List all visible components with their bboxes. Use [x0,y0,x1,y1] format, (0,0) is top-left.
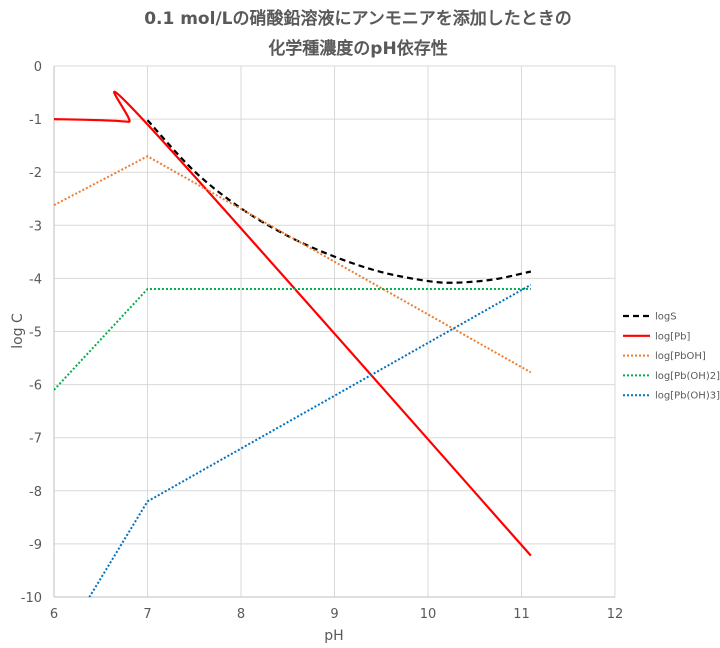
x-tick-label: 8 [237,607,245,622]
legend-label-log-pb-oh-2: log[Pb(OH)2] [655,371,720,382]
x-tick-label: 7 [143,607,151,622]
plot-area [54,90,532,597]
x-tick-label: 10 [420,607,437,622]
series-line-log-pb-oh-2 [54,288,531,391]
y-tick-label: -2 [29,166,42,181]
series-line-log-pboh [54,155,532,374]
x-axis-ticks: 6 7 8 9 10 11 12 [50,607,623,622]
y-tick-label: -1 [29,113,42,128]
legend: logS log[Pb] log[PbOH] log[Pb(OH)2] log[Pb(O… [623,312,720,402]
y-tick-label: -6 [29,379,42,394]
y-tick-label: -10 [21,591,42,606]
chart-title-line-2: 化学種濃度のpH依存性 [268,38,447,59]
series-line-logs [146,119,532,284]
y-tick-label: -7 [29,432,42,447]
y-axis-title: log C [10,313,26,349]
y-tick-label: -5 [29,326,42,341]
x-axis-title: pH [324,628,343,644]
x-tick-label: 11 [513,607,530,622]
x-tick-label: 9 [330,607,338,622]
legend-label-log-pboh: log[PbOH] [655,351,706,362]
legend-label-log-pb: log[Pb] [655,331,691,342]
chart-title-line-1: 0.1 mol/Lの硝酸鉛溶液にアンモニアを添加したときの [144,8,572,29]
series-line-log-pb [54,90,532,557]
y-tick-label: -4 [29,272,42,287]
y-tick-label: 0 [34,60,42,75]
legend-label-log-pb-oh-3: log[Pb(OH)3] [655,391,720,402]
x-tick-label: 6 [50,607,58,622]
y-tick-label: -3 [29,219,42,234]
legend-label-logs: logS [655,312,677,323]
gridlines [53,65,616,598]
y-tick-label: -9 [29,538,42,553]
y-axis-ticks: 0 -1 -2 -3 -4 -5 -6 -7 -8 -9 -10 [21,60,42,606]
series-line-log-pb-oh-3 [88,283,532,597]
x-tick-label: 12 [607,607,624,622]
y-tick-label: -8 [29,485,42,500]
